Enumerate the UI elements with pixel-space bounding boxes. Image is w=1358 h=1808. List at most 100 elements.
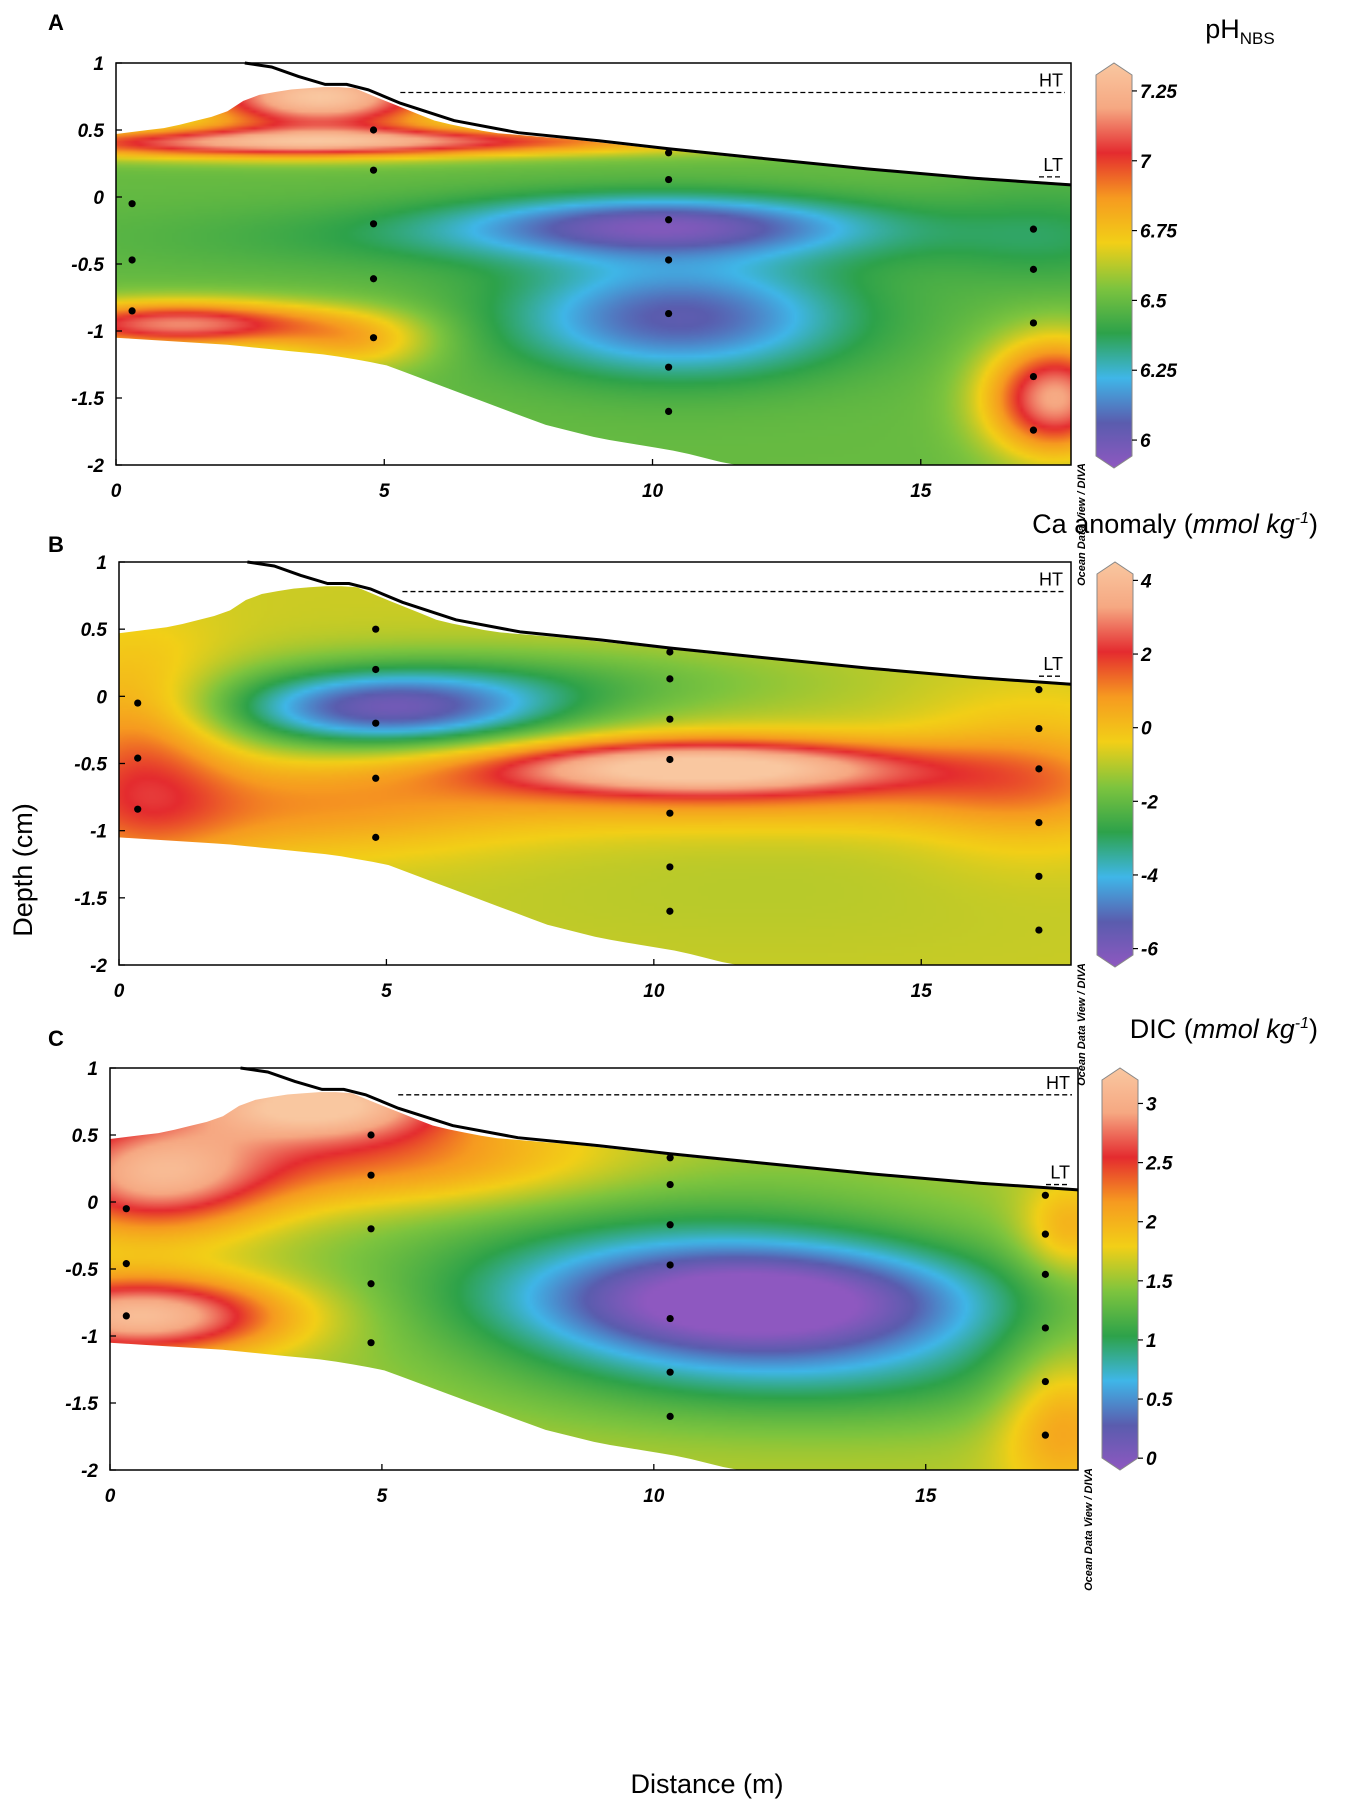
tide-label-lt: LT bbox=[1043, 654, 1063, 674]
y-tick-label: -1 bbox=[90, 822, 107, 843]
tide-label-ht: HT bbox=[1046, 1073, 1070, 1093]
sample-point bbox=[665, 149, 673, 157]
sediment-surface-line bbox=[240, 1066, 1079, 1192]
y-tick-label: 0.5 bbox=[78, 121, 105, 142]
colorbar-title-close: ) bbox=[1309, 1014, 1318, 1044]
sediment-surface-line bbox=[247, 560, 1072, 686]
y-tick-label: 0 bbox=[96, 687, 107, 708]
colorbar-title: DIC (mmol kg-1) bbox=[1130, 1014, 1318, 1044]
x-tick-label: 0 bbox=[105, 1486, 116, 1507]
x-tick-label: 10 bbox=[642, 481, 664, 502]
colorbar-title-sub: NBS bbox=[1240, 29, 1275, 48]
colorbar-tick-label: 1 bbox=[1146, 1331, 1157, 1352]
x-axis-title: Distance (m) bbox=[630, 1769, 783, 1799]
sample-point bbox=[134, 754, 142, 762]
y-tick-label: 1 bbox=[87, 1059, 98, 1080]
colorbar bbox=[1096, 561, 1134, 968]
colorbar-tick-label: 6.75 bbox=[1140, 222, 1177, 243]
sample-point bbox=[122, 1312, 130, 1320]
sample-point bbox=[666, 1412, 674, 1420]
sample-point bbox=[1035, 765, 1043, 773]
colorbar bbox=[1095, 62, 1133, 469]
panel-label: B bbox=[48, 532, 64, 557]
sample-point bbox=[666, 907, 674, 915]
sample-point bbox=[1035, 724, 1043, 733]
sample-point bbox=[666, 648, 674, 656]
colorbar-tick-label: 0 bbox=[1141, 719, 1152, 740]
x-tick-label: 5 bbox=[381, 981, 392, 1002]
heatmap-field bbox=[110, 1092, 1078, 1470]
sample-point bbox=[122, 1205, 130, 1213]
sample-point bbox=[367, 1131, 375, 1139]
sample-point bbox=[666, 675, 674, 683]
sediment-surface-line bbox=[244, 61, 1072, 187]
panel-label: C bbox=[48, 1026, 64, 1051]
sample-point bbox=[665, 407, 673, 415]
colorbar-title-main: DIC ( bbox=[1130, 1014, 1193, 1044]
sample-point bbox=[134, 805, 142, 813]
sample-point bbox=[666, 715, 674, 723]
y-tick-label: 1 bbox=[96, 553, 107, 574]
y-tick-label: 0.5 bbox=[81, 620, 108, 641]
x-tick-label: 5 bbox=[377, 1486, 388, 1507]
sample-point bbox=[369, 220, 378, 228]
colorbar-tick-label: 6.25 bbox=[1140, 361, 1177, 382]
sample-point bbox=[666, 755, 674, 764]
colorbar-title-sup: -1 bbox=[1295, 1015, 1309, 1032]
sample-point bbox=[1041, 1431, 1049, 1439]
tide-label-lt: LT bbox=[1043, 155, 1063, 175]
tide-label-lt: LT bbox=[1050, 1163, 1070, 1183]
tide-label-ht: HT bbox=[1039, 570, 1063, 590]
y-tick-label: -0.5 bbox=[74, 755, 107, 776]
sample-point bbox=[367, 1171, 375, 1179]
sample-point bbox=[1029, 426, 1038, 434]
colorbar-tick-label: -6 bbox=[1141, 940, 1158, 961]
x-tick-label: 15 bbox=[910, 481, 932, 502]
sample-point bbox=[666, 1314, 674, 1323]
colorbar-tick-label: 0.5 bbox=[1146, 1390, 1173, 1411]
sample-point bbox=[372, 833, 380, 841]
sample-point bbox=[367, 1280, 375, 1288]
colorbar-title: pHNBS bbox=[1205, 14, 1274, 48]
sample-point bbox=[666, 1180, 674, 1189]
y-tick-label: 0 bbox=[87, 1193, 98, 1214]
sample-point bbox=[372, 719, 380, 727]
odv-watermark: Ocean Data View / DIVA bbox=[1076, 463, 1088, 586]
y-tick-label: -1.5 bbox=[74, 889, 107, 910]
sample-point bbox=[128, 256, 136, 264]
y-tick-label: -1.5 bbox=[71, 389, 104, 410]
colorbar-tick-label: 6.5 bbox=[1140, 291, 1167, 312]
y-axis-title: Depth (cm) bbox=[8, 803, 38, 937]
sample-point bbox=[1035, 872, 1043, 880]
colorbar-title-main: Ca anomaly ( bbox=[1032, 509, 1193, 539]
sample-point bbox=[665, 175, 673, 184]
sample-point bbox=[1029, 319, 1038, 327]
colorbar-title-italic: mmol kg bbox=[1193, 1014, 1295, 1044]
sample-point bbox=[369, 126, 378, 134]
x-tick-label: 15 bbox=[911, 981, 933, 1002]
y-tick-label: -1 bbox=[81, 1327, 98, 1348]
heatmap-field bbox=[119, 586, 1071, 965]
y-tick-label: -1.5 bbox=[65, 1394, 98, 1415]
sample-point bbox=[666, 1221, 674, 1229]
sample-point bbox=[128, 200, 136, 208]
colorbar-tick-label: -4 bbox=[1141, 866, 1158, 887]
y-tick-label: -1 bbox=[87, 322, 104, 343]
colorbar-tick-label: 4 bbox=[1140, 571, 1152, 592]
colorbar-tick-label: 3 bbox=[1146, 1094, 1157, 1115]
sample-point bbox=[122, 1260, 130, 1268]
colorbar-tick-label: 1.5 bbox=[1146, 1272, 1173, 1293]
colorbar-tick-label: 2.5 bbox=[1145, 1154, 1173, 1175]
sample-point bbox=[369, 334, 378, 342]
y-tick-label: 1 bbox=[93, 54, 104, 75]
tide-label-ht: HT bbox=[1039, 70, 1063, 90]
sample-point bbox=[367, 1339, 375, 1347]
sample-point bbox=[134, 699, 142, 707]
colorbar-title-sup: -1 bbox=[1295, 510, 1309, 527]
sample-point bbox=[1029, 265, 1038, 273]
sample-point bbox=[372, 665, 380, 674]
y-tick-label: 0 bbox=[93, 188, 104, 209]
sample-point bbox=[1041, 1191, 1049, 1199]
